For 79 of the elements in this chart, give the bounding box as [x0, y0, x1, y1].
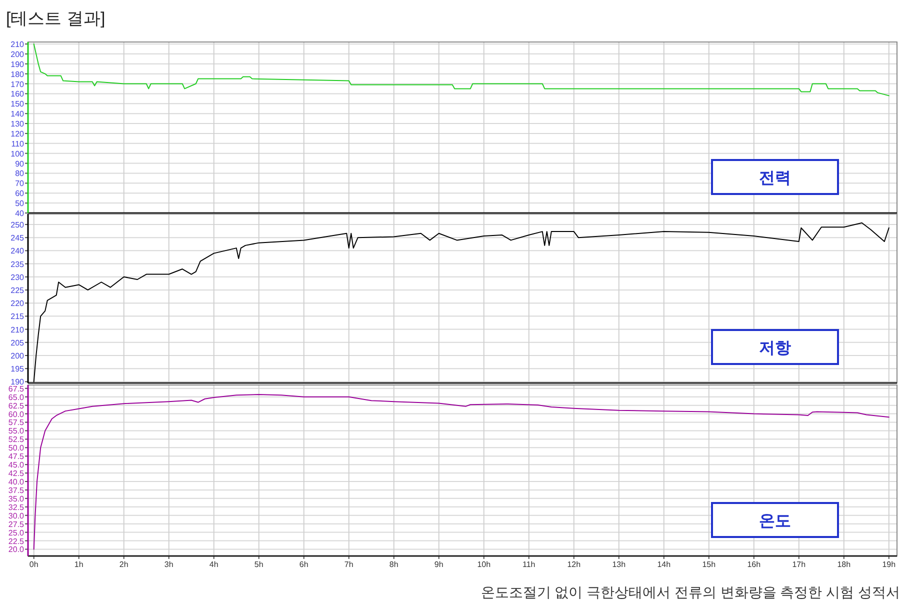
- y-tick-label: 110: [11, 139, 25, 148]
- y-tick-label: 235: [10, 260, 25, 269]
- y-tick-label: 22.5: [8, 536, 25, 546]
- x-tick-label: 19h: [882, 560, 896, 569]
- x-tick-label: 12h: [567, 560, 581, 569]
- y-tick-label: 190: [10, 378, 25, 387]
- y-tick-label: 195: [10, 364, 25, 374]
- y-tick-label: 210: [10, 325, 25, 334]
- y-tick-label: 90: [15, 159, 25, 168]
- x-tick-label: 1h: [74, 560, 84, 569]
- x-tick-label: 11h: [522, 560, 536, 569]
- y-tick-label: 40.0: [8, 478, 25, 487]
- y-tick-label: 55.0: [8, 426, 25, 436]
- line-series: [33, 222, 890, 382]
- x-tick-label: 15h: [702, 560, 716, 569]
- y-tick-label: 205: [10, 338, 25, 348]
- x-tick-label: 14h: [657, 560, 671, 569]
- y-tick-label: 32.5: [8, 502, 25, 512]
- x-tick-label: 8h: [389, 560, 398, 569]
- annotation: 저항: [759, 340, 791, 357]
- y-tick-label: 140: [10, 110, 25, 119]
- y-tick-label: 60: [15, 189, 25, 198]
- x-tick-label: 17h: [792, 560, 806, 569]
- x-tick-label: 6h: [299, 560, 308, 569]
- x-tick-label: 13h: [612, 560, 626, 569]
- y-tick-label: 245: [10, 234, 25, 243]
- y-tick-label: 35.0: [8, 494, 25, 504]
- y-tick-label: 240: [10, 246, 25, 256]
- y-tick-label: 200: [10, 50, 25, 59]
- y-tick-label: 60.0: [8, 410, 25, 419]
- line-series: [33, 43, 890, 96]
- y-tick-label: 67.5: [8, 384, 25, 394]
- y-tick-label: 220: [10, 299, 25, 308]
- y-tick-label: 230: [10, 272, 25, 282]
- y-tick-label: 160: [10, 90, 25, 99]
- y-tick-label: 30.0: [8, 511, 25, 520]
- y-tick-label: 200: [10, 351, 25, 360]
- y-tick-label: 170: [10, 80, 25, 89]
- y-tick-label: 180: [10, 70, 25, 79]
- x-tick-label: 10h: [477, 560, 491, 569]
- x-tick-label: 3h: [164, 560, 174, 569]
- y-tick-label: 190: [10, 60, 25, 69]
- y-tick-label: 62.5: [8, 401, 25, 410]
- y-tick-label: 42.5: [8, 469, 25, 478]
- y-tick-label: 50.0: [8, 444, 25, 453]
- y-tick-label: 47.5: [8, 452, 25, 462]
- y-tick-label: 130: [10, 120, 25, 129]
- y-tick-label: 225: [10, 286, 25, 295]
- annotation: 온도: [759, 513, 791, 530]
- y-tick-label: 52.5: [8, 435, 25, 444]
- x-tick-label: 0h: [29, 560, 38, 569]
- x-tick-label: 16h: [747, 560, 761, 569]
- y-tick-label: 25.0: [8, 528, 25, 538]
- line-series: [33, 394, 890, 550]
- y-tick-label: 150: [10, 100, 25, 109]
- x-tick-label: 7h: [344, 560, 354, 569]
- y-tick-label: 27.5: [8, 520, 25, 529]
- y-tick-label: 57.5: [8, 418, 25, 428]
- y-tick-label: 215: [10, 312, 25, 322]
- y-tick-label: 210: [10, 40, 25, 49]
- chart-title: [테스트 결과]: [6, 9, 106, 28]
- x-tick-label: 18h: [837, 560, 851, 569]
- y-tick-label: 250: [10, 220, 25, 230]
- y-tick-label: 40: [15, 209, 25, 218]
- text: 온도조절기 없이 극한상태에서 전류의 변화량을 측정한 시험 성적서: [480, 584, 900, 600]
- y-tick-label: 50: [15, 199, 25, 208]
- y-tick-label: 20.0: [8, 545, 25, 554]
- y-tick-label: 65.0: [8, 392, 25, 402]
- x-tick-label: 2h: [119, 560, 128, 569]
- y-tick-label: 37.5: [8, 486, 25, 495]
- y-tick-label: 80: [15, 169, 25, 178]
- y-tick-label: 45.0: [8, 460, 25, 470]
- x-tick-label: 5h: [254, 560, 264, 569]
- annotation: 전력: [759, 170, 791, 187]
- y-tick-label: 120: [10, 129, 25, 138]
- x-tick-label: 4h: [209, 560, 218, 569]
- x-tick-label: 9h: [434, 560, 444, 569]
- y-tick-label: 100: [10, 149, 25, 158]
- y-tick-label: 70: [15, 179, 25, 188]
